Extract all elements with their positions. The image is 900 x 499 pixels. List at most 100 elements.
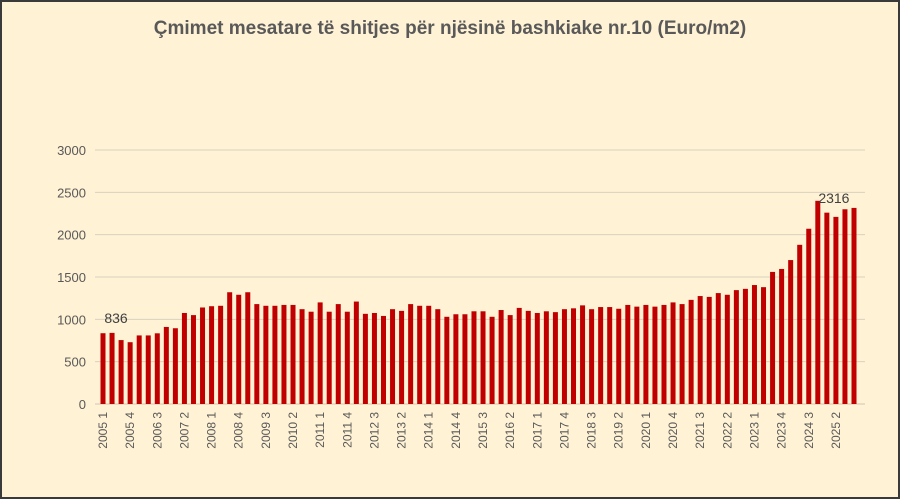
x-tick-label: 2024 3 bbox=[802, 412, 816, 449]
bar bbox=[815, 200, 821, 404]
x-tick-label: 2023 4 bbox=[775, 412, 789, 449]
bar bbox=[516, 307, 522, 404]
bar bbox=[661, 304, 667, 404]
bar bbox=[561, 309, 567, 404]
bar bbox=[344, 311, 350, 404]
bar bbox=[181, 312, 187, 404]
x-tick-label: 2005 4 bbox=[123, 412, 137, 449]
bar bbox=[489, 316, 495, 404]
bar bbox=[136, 335, 142, 404]
bar bbox=[761, 287, 767, 404]
bar bbox=[154, 333, 160, 404]
bar bbox=[589, 309, 595, 404]
bar bbox=[281, 304, 287, 404]
bar bbox=[842, 209, 848, 404]
y-tick-label: 1000 bbox=[57, 312, 86, 327]
bar bbox=[326, 311, 332, 404]
bar bbox=[163, 326, 169, 404]
bar bbox=[824, 212, 830, 404]
bar bbox=[670, 302, 676, 404]
bar bbox=[299, 309, 305, 404]
bar bbox=[290, 304, 296, 404]
bar bbox=[525, 310, 531, 404]
bar bbox=[408, 304, 414, 404]
x-tick-label: 2008 4 bbox=[232, 412, 246, 449]
x-tick-label: 2012 3 bbox=[367, 412, 381, 449]
bar bbox=[751, 285, 757, 404]
bar bbox=[227, 292, 233, 404]
bar bbox=[453, 314, 459, 404]
bar bbox=[534, 312, 540, 404]
bar bbox=[697, 296, 703, 404]
bar bbox=[571, 308, 577, 404]
bar bbox=[462, 314, 468, 404]
bar bbox=[444, 316, 450, 404]
bar bbox=[353, 301, 359, 404]
bar bbox=[607, 307, 613, 404]
x-tick-label: 2016 2 bbox=[503, 412, 517, 449]
x-tick-label: 2020 4 bbox=[666, 412, 680, 449]
y-tick-label: 2500 bbox=[57, 185, 86, 200]
bar bbox=[308, 311, 314, 404]
bar bbox=[806, 228, 812, 404]
bar bbox=[652, 306, 658, 404]
bar bbox=[127, 342, 133, 404]
bar bbox=[190, 315, 196, 404]
bar bbox=[145, 335, 151, 404]
bar bbox=[733, 290, 739, 404]
chart-title: Çmimet mesatare të shitjes për njësinë b… bbox=[153, 18, 747, 39]
bar bbox=[643, 304, 649, 404]
bar bbox=[742, 288, 748, 404]
x-tick-label: 2018 3 bbox=[585, 412, 599, 449]
bar bbox=[371, 312, 377, 404]
bar bbox=[417, 305, 423, 404]
bar bbox=[218, 305, 224, 404]
bar bbox=[779, 268, 785, 404]
bar bbox=[263, 305, 269, 404]
bar bbox=[543, 311, 549, 404]
x-tick-label: 2007 2 bbox=[177, 412, 191, 449]
x-tick-label: 2011 1 bbox=[313, 412, 327, 448]
bar bbox=[616, 308, 622, 404]
x-tick-label: 2009 3 bbox=[259, 412, 273, 449]
bar bbox=[362, 313, 368, 404]
bar bbox=[100, 333, 106, 404]
bar bbox=[245, 292, 251, 404]
bar bbox=[634, 306, 640, 404]
data-label: 836 bbox=[104, 310, 128, 326]
bar bbox=[833, 216, 839, 404]
data-label: 2316 bbox=[818, 190, 849, 206]
bar bbox=[209, 306, 215, 404]
bar bbox=[435, 309, 441, 404]
y-tick-label: 2000 bbox=[57, 228, 86, 243]
bar bbox=[200, 307, 206, 404]
bar bbox=[507, 315, 513, 404]
x-tick-label: 2023 1 bbox=[747, 412, 761, 449]
x-tick-label: 2006 3 bbox=[150, 412, 164, 449]
y-tick-label: 1500 bbox=[57, 270, 86, 285]
x-tick-label: 2014 4 bbox=[449, 412, 463, 449]
x-tick-label: 2010 2 bbox=[286, 412, 300, 449]
bar bbox=[552, 312, 558, 404]
bar bbox=[724, 294, 730, 404]
y-tick-label: 500 bbox=[64, 355, 86, 370]
bar bbox=[399, 310, 405, 404]
bar bbox=[715, 293, 721, 404]
x-tick-label: 2025 2 bbox=[829, 412, 843, 449]
bar bbox=[625, 304, 631, 404]
bar bbox=[471, 311, 477, 404]
x-tick-label: 2017 4 bbox=[557, 412, 571, 449]
bar bbox=[335, 304, 341, 404]
bar bbox=[317, 302, 323, 404]
x-tick-label: 2008 1 bbox=[205, 412, 219, 449]
bar bbox=[498, 310, 504, 404]
x-tick-label: 2005 1 bbox=[96, 412, 110, 449]
x-tick-label: 2011 4 bbox=[340, 412, 354, 448]
bar bbox=[679, 304, 685, 404]
x-tick-label: 2019 2 bbox=[612, 412, 626, 449]
bar bbox=[109, 332, 115, 404]
bar bbox=[770, 271, 776, 404]
x-tick-label: 2014 1 bbox=[422, 412, 436, 449]
bar bbox=[118, 340, 124, 404]
bar bbox=[390, 309, 396, 404]
